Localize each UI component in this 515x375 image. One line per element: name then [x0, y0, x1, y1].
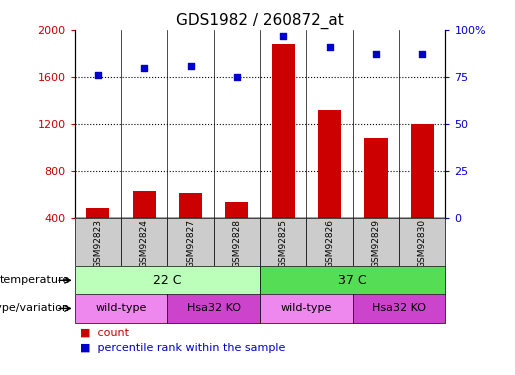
Bar: [86, 208, 109, 264]
Bar: [318, 110, 341, 264]
Text: wild-type: wild-type: [281, 303, 332, 313]
Text: GSM92825: GSM92825: [279, 219, 288, 268]
Title: GDS1982 / 260872_at: GDS1982 / 260872_at: [176, 12, 344, 28]
Point: [140, 64, 148, 70]
Bar: [410, 124, 434, 264]
Text: GSM92828: GSM92828: [232, 219, 242, 268]
Bar: [399, 217, 445, 266]
Point: [94, 72, 102, 78]
Point: [279, 33, 287, 39]
Text: GSM92830: GSM92830: [418, 219, 427, 268]
Bar: [260, 294, 353, 322]
Text: wild-type: wild-type: [95, 303, 147, 313]
Text: 37 C: 37 C: [338, 274, 367, 287]
Bar: [75, 266, 260, 294]
Bar: [353, 294, 445, 322]
Point: [233, 74, 241, 80]
Point: [186, 63, 195, 69]
Bar: [364, 138, 387, 264]
Bar: [306, 217, 353, 266]
Text: 22 C: 22 C: [153, 274, 182, 287]
Point: [418, 51, 426, 57]
Bar: [214, 217, 260, 266]
Bar: [75, 217, 121, 266]
Bar: [133, 190, 156, 264]
Text: ■  percentile rank within the sample: ■ percentile rank within the sample: [80, 343, 285, 352]
Bar: [226, 202, 248, 264]
Text: genotype/variation: genotype/variation: [0, 303, 70, 313]
Text: GSM92824: GSM92824: [140, 219, 149, 268]
Bar: [167, 294, 260, 322]
Text: GSM92826: GSM92826: [325, 219, 334, 268]
Text: ■  count: ■ count: [80, 328, 129, 338]
Point: [372, 51, 380, 57]
Text: Hsa32 KO: Hsa32 KO: [187, 303, 241, 313]
Bar: [353, 217, 399, 266]
Bar: [179, 193, 202, 264]
Bar: [260, 217, 306, 266]
Bar: [121, 217, 167, 266]
Bar: [167, 217, 214, 266]
Point: [325, 44, 334, 50]
Text: GSM92823: GSM92823: [93, 219, 102, 268]
Text: temperature: temperature: [0, 275, 70, 285]
Bar: [260, 266, 445, 294]
Bar: [272, 44, 295, 264]
Bar: [75, 294, 167, 322]
Text: GSM92829: GSM92829: [371, 219, 381, 268]
Text: Hsa32 KO: Hsa32 KO: [372, 303, 426, 313]
Text: GSM92827: GSM92827: [186, 219, 195, 268]
